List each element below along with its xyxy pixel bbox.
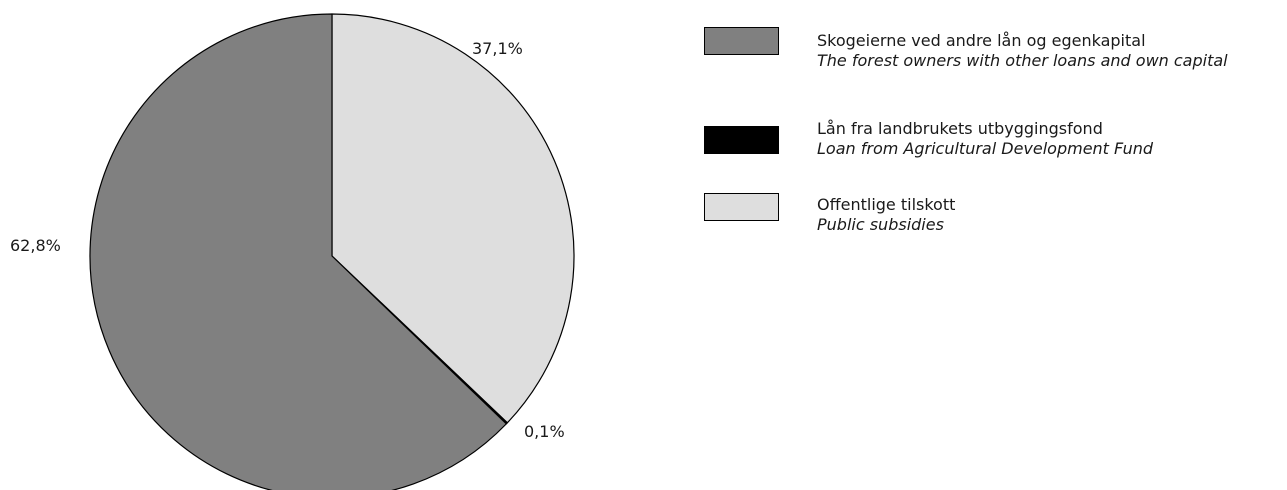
pie-slice-forest-owners: [89, 13, 507, 490]
pie-slice-public-subsidies: [331, 13, 575, 424]
slice-label-development-fund-loan: 0,1%: [524, 422, 565, 441]
pie-slices: [89, 13, 575, 490]
legend-item-forest-owners: Skogeierne ved andre lån og egenkapital …: [704, 27, 1228, 70]
slice-label-forest-owners: 62,8%: [10, 236, 61, 255]
legend-swatch-development-fund-loan: [704, 126, 779, 154]
legend-label-public-subsidies: Offentlige tilskott: [817, 195, 956, 214]
legend-label-development-fund-loan: Lån fra landbrukets utbyggingsfond: [817, 119, 1103, 138]
slice-label-public-subsidies: 37,1%: [472, 39, 523, 58]
pie-chart: 37,1% 0,1% 62,8%: [10, 13, 575, 490]
legend-item-public-subsidies: Offentlige tilskott Public subsidies: [704, 193, 955, 234]
legend-label-forest-owners-en: The forest owners with other loans and o…: [817, 51, 1228, 70]
legend-label-public-subsidies-en: Public subsidies: [817, 215, 944, 234]
legend-item-development-fund-loan: Lån fra landbrukets utbyggingsfond Loan …: [704, 119, 1153, 158]
legend-swatch-public-subsidies: [704, 193, 779, 221]
legend-label-development-fund-loan-en: Loan from Agricultural Development Fund: [817, 139, 1154, 158]
legend-label-forest-owners: Skogeierne ved andre lån og egenkapital: [817, 31, 1146, 50]
legend-swatch-forest-owners: [704, 27, 779, 55]
